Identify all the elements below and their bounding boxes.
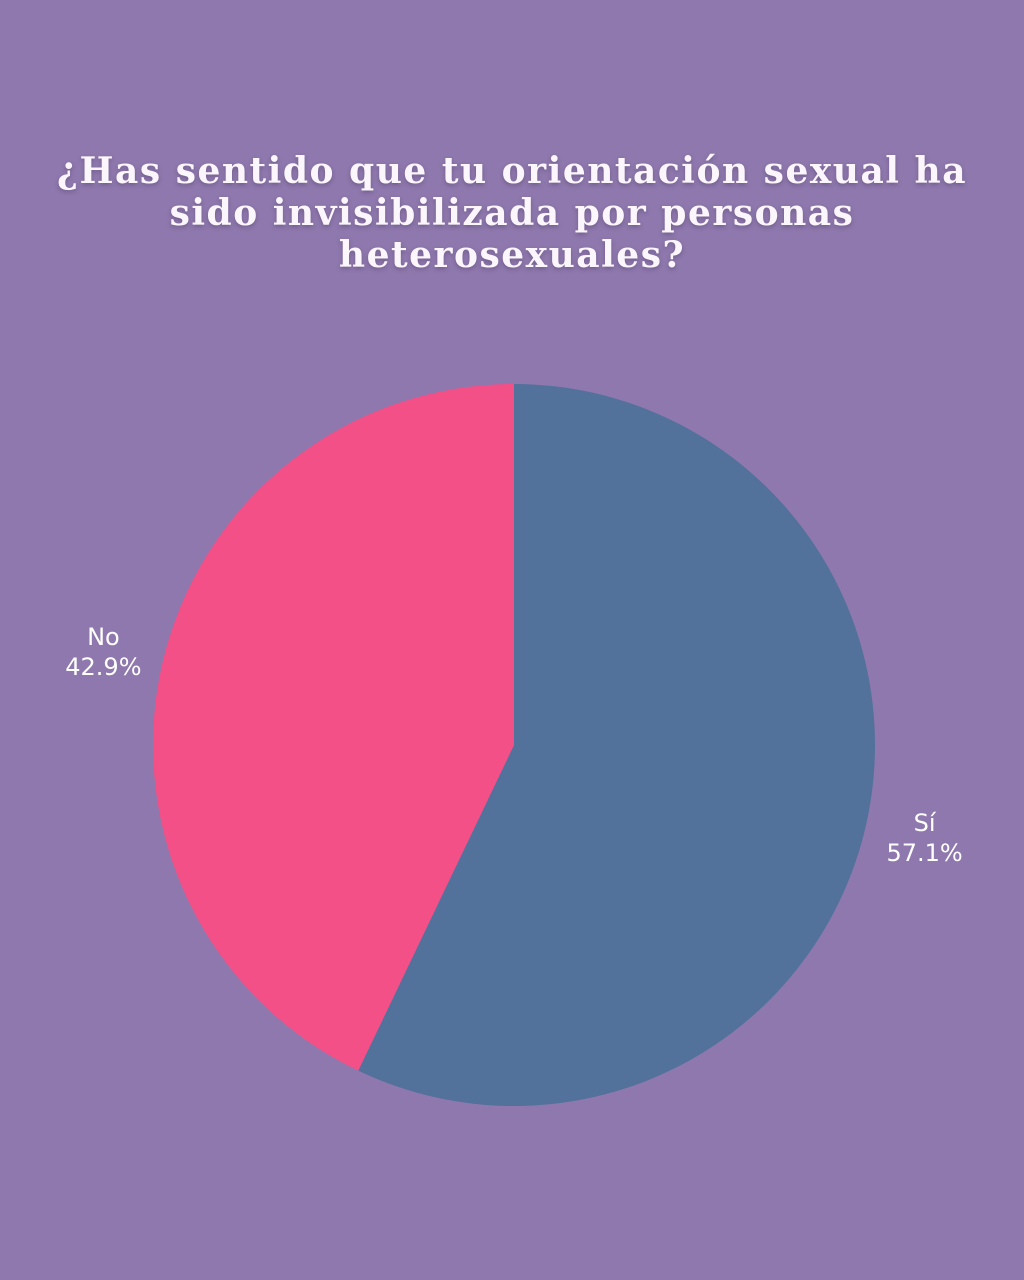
chart-title: ¿Has sentido que tu orientación sexual h…: [56, 150, 968, 276]
slice-percent-no: 42.9%: [65, 653, 141, 681]
pie-slice-si: [358, 384, 875, 1106]
pie-slice-no: [152, 384, 515, 1071]
slice-label-si: Sí: [914, 809, 937, 837]
slice-label-no: No: [87, 623, 120, 651]
slice-percent-si: 57.1%: [886, 839, 962, 867]
pie-slices: [152, 384, 875, 1106]
